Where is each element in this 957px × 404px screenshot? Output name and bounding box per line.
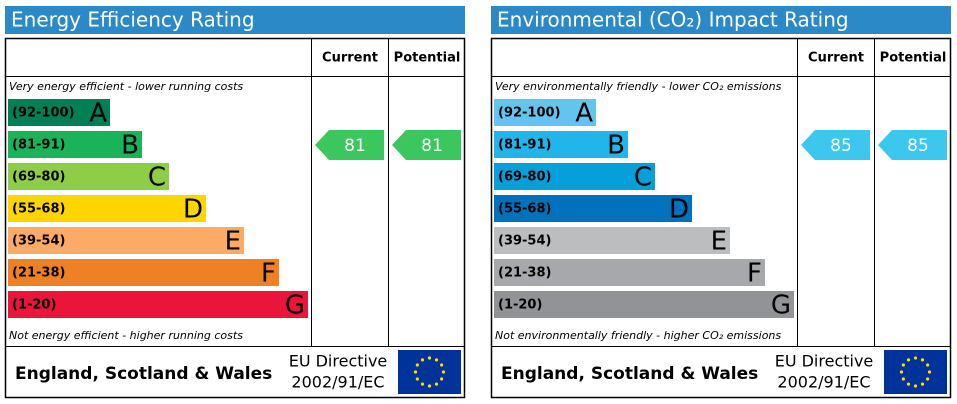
- column-header: Potential: [880, 51, 947, 66]
- flag-star: [901, 363, 905, 367]
- band-range: (92-100): [498, 106, 561, 121]
- column-header: Current: [322, 51, 378, 66]
- flag-star: [413, 370, 418, 374]
- rating-panel: Environmental (CO₂) Impact Rating Current…: [490, 6, 952, 399]
- rating-value: 85: [830, 136, 852, 156]
- band-letter: A: [89, 99, 107, 129]
- band-letter: C: [634, 163, 652, 193]
- band-range: (69-80): [498, 170, 551, 185]
- flag-star: [420, 382, 425, 386]
- flag-star: [427, 384, 432, 388]
- band-letter: E: [225, 227, 241, 257]
- flag-star: [899, 370, 904, 374]
- flag-star: [427, 356, 432, 360]
- column-header: Current: [808, 51, 864, 66]
- rating-band: [8, 227, 244, 254]
- rating-panel: Energy Efficiency Rating Current Potential…: [4, 6, 466, 399]
- rating-value: 81: [344, 136, 366, 156]
- band-letter: D: [183, 195, 203, 225]
- flag-star: [920, 382, 925, 386]
- band-letter: F: [747, 259, 762, 289]
- band-range: (21-38): [498, 266, 551, 281]
- flag-star: [901, 377, 905, 381]
- footer-region: England, Scotland & Wales: [15, 364, 272, 384]
- flag-star: [434, 382, 439, 386]
- band-range: (1-20): [498, 298, 542, 313]
- band-letter: B: [607, 131, 625, 161]
- column-header: Potential: [394, 51, 461, 66]
- footer-directive: EU Directive: [289, 352, 388, 371]
- footer-code: 2002/91/EC: [777, 373, 870, 392]
- rating-band: [8, 99, 110, 126]
- band-letter: E: [711, 227, 727, 257]
- rating-value: 85: [907, 136, 929, 156]
- band-letter: F: [261, 259, 276, 289]
- flag-star: [906, 358, 911, 362]
- rating-band: [8, 291, 308, 318]
- top-note: Very energy efficient - lower running co…: [9, 80, 243, 93]
- band-range: (81-91): [498, 138, 551, 153]
- band-range: (55-68): [498, 202, 551, 217]
- band-range: (69-80): [12, 170, 65, 185]
- band-range: (92-100): [12, 106, 75, 121]
- flag-star: [440, 363, 444, 367]
- flag-star: [440, 377, 444, 381]
- rating-arrow: [878, 130, 947, 160]
- band-letter: A: [575, 99, 593, 129]
- rating-band: [494, 259, 765, 286]
- rating-band: [494, 131, 628, 158]
- rating-arrow: [315, 130, 384, 160]
- band-range: (55-68): [12, 202, 65, 217]
- band-letter: G: [285, 291, 305, 321]
- bottom-note: Not energy efficient - higher running co…: [9, 329, 243, 342]
- band-range: (39-54): [12, 234, 65, 249]
- flag-star: [926, 363, 930, 367]
- rating-arrow: [392, 130, 461, 160]
- footer-directive: EU Directive: [775, 352, 874, 371]
- flag-star: [906, 382, 911, 386]
- bottom-note: Not environmentally friendly - higher CO…: [495, 329, 781, 342]
- rating-value: 81: [421, 136, 443, 156]
- flag-star: [920, 358, 925, 362]
- rating-band: [494, 291, 794, 318]
- flag-star: [434, 358, 439, 362]
- title-bar: [491, 6, 951, 34]
- rating-band: [494, 99, 596, 126]
- rating-band: [494, 163, 655, 190]
- panel-frame: [490, 37, 952, 399]
- rating-band: [8, 131, 142, 158]
- rating-band: [8, 195, 206, 222]
- footer-code: 2002/91/EC: [291, 373, 384, 392]
- band-letter: G: [771, 291, 791, 321]
- rating-band: [494, 227, 730, 254]
- flag-star: [913, 384, 918, 388]
- flag-star: [927, 370, 932, 374]
- top-note: Very environmentally friendly - lower CO…: [495, 80, 782, 93]
- rating-arrow: [801, 130, 870, 160]
- title-bar: [5, 6, 465, 34]
- flag-star: [415, 377, 419, 381]
- panel-title: Energy Efficiency Rating: [11, 8, 255, 32]
- band-range: (1-20): [12, 298, 56, 313]
- flag-star: [420, 358, 425, 362]
- band-range: (39-54): [498, 234, 551, 249]
- band-letter: D: [669, 195, 689, 225]
- flag-star: [441, 370, 446, 374]
- panel-frame: [4, 37, 466, 399]
- band-letter: B: [121, 131, 139, 161]
- panel-title: Environmental (CO₂) Impact Rating: [497, 8, 849, 32]
- band-letter: C: [148, 163, 166, 193]
- rating-band: [8, 259, 279, 286]
- rating-band: [494, 195, 692, 222]
- band-range: (21-38): [12, 266, 65, 281]
- flag-star: [913, 356, 918, 360]
- flag-star: [415, 363, 419, 367]
- flag-star: [926, 377, 930, 381]
- footer-region: England, Scotland & Wales: [501, 364, 758, 384]
- band-range: (81-91): [12, 138, 65, 153]
- rating-band: [8, 163, 169, 190]
